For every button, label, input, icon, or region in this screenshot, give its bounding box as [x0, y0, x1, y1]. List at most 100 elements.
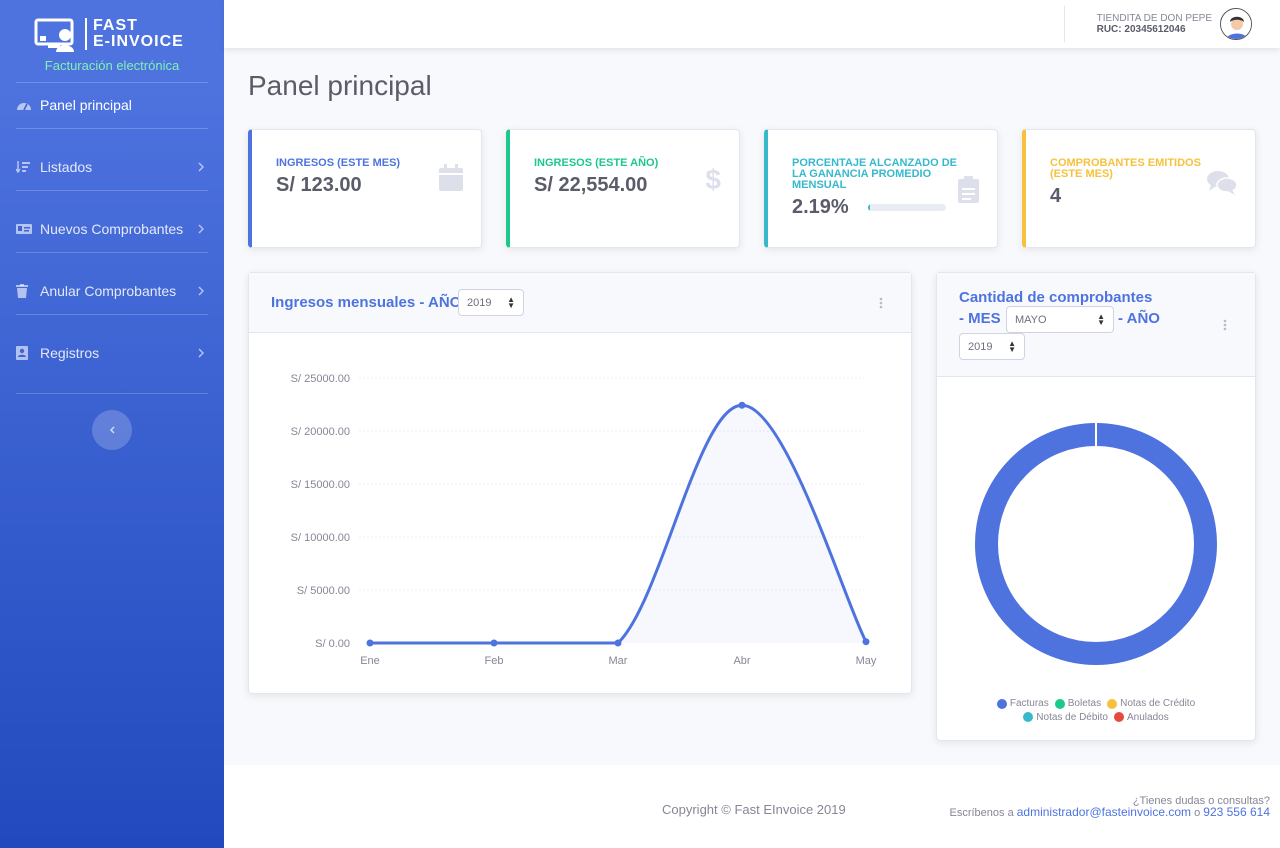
donut-title: Cantidad de comprobantes [959, 289, 1153, 306]
sidebar-divider [16, 190, 208, 191]
year-select[interactable]: 2019 ▲ ▼ [458, 289, 524, 316]
sidebar-item-registros[interactable]: Registros [16, 333, 208, 373]
brand-logo[interactable]: FAST E-INVOICE [34, 18, 194, 58]
x-tick-label: Abr [733, 655, 750, 667]
more-options-icon[interactable] [1223, 319, 1227, 331]
sidebar-item-nuevos-comprobantes[interactable]: Nuevos Comprobantes [16, 209, 208, 249]
stat-label: INGRESOS (ESTE AÑO) [534, 157, 659, 169]
data-point[interactable] [862, 638, 870, 646]
chart-title: Ingresos mensuales - AÑO [271, 294, 462, 311]
stat-card-ingresos-ano: INGRESOS (ESTE AÑO) S/ 22,554.00 $ [506, 129, 740, 248]
x-tick-label: Ene [360, 655, 380, 667]
address-book-icon [16, 346, 34, 360]
sidebar-item-listados[interactable]: Listados [16, 147, 208, 187]
series-line [370, 403, 868, 645]
progress-fill [868, 204, 870, 211]
brand-invoice-icon [34, 18, 74, 52]
page-title: Panel principal [248, 70, 432, 101]
chart-legend: Facturas Boletas Notas de Crédito Notas de… [937, 698, 1255, 725]
contact-email-link[interactable]: administrador@fasteinvoice.com [1016, 805, 1192, 819]
x-tick-label: Feb [485, 655, 504, 667]
stat-value: 4 [1050, 185, 1062, 207]
sidebar-item-label: Nuevos Comprobantes [40, 221, 184, 237]
area-fill [370, 405, 866, 643]
card-header: Ingresos mensuales - AÑO 2019 ▲ ▼ [249, 273, 911, 333]
sidebar-item-label: Panel principal [40, 97, 132, 113]
contact-or: o [1194, 807, 1201, 819]
stat-label: PORCENTAJE ALCANZADO DE LA GANANCIA PROM… [792, 157, 958, 191]
y-tick-label: S/ 10000.00 [291, 532, 350, 544]
y-tick-label: S/ 25000.00 [291, 373, 350, 385]
legend-item[interactable]: Notas de Crédito [1107, 698, 1195, 709]
sidebar-item-anular-comprobantes[interactable]: Anular Comprobantes [16, 271, 208, 311]
user-avatar-icon [1221, 9, 1251, 39]
id-card-icon [16, 223, 34, 235]
tachometer-icon [16, 99, 34, 111]
sidebar-divider [16, 128, 208, 129]
chevron-right-icon [198, 345, 205, 361]
month-select-value: MAYO [1015, 314, 1047, 326]
stat-label: INGRESOS (ESTE MES) [276, 157, 401, 169]
user-name: TIENDITA DE DON PEPE [1096, 13, 1212, 24]
sidebar-item-panel-principal[interactable]: Panel principal [16, 85, 208, 125]
dollar-icon: $ [705, 164, 721, 195]
data-point[interactable] [738, 401, 746, 409]
stat-value: S/ 22,554.00 [534, 174, 648, 196]
year-select[interactable]: 2019 ▲ ▼ [959, 333, 1025, 360]
avatar[interactable] [1220, 8, 1252, 40]
legend-item[interactable]: Notas de Débito [1023, 712, 1108, 723]
contact-question: ¿Tienes dudas o consultas? [1132, 795, 1270, 807]
brand-subtitle: Facturación electrónica [44, 58, 180, 73]
select-arrows-icon: ▲ ▼ [1008, 339, 1016, 354]
select-arrows-icon: ▲ ▼ [507, 295, 515, 310]
year-select-value: 2019 [968, 341, 993, 353]
copyright: Copyright © Fast EInvoice 2019 [662, 802, 846, 817]
stat-card-comprobantes: COMPROBANTES EMITIDOS (ESTE MES) 4 [1022, 129, 1256, 248]
x-tick-label: Mar [609, 655, 628, 667]
legend-item[interactable]: Anulados [1114, 712, 1169, 723]
sort-list-icon [16, 161, 34, 173]
more-options-icon[interactable] [879, 297, 883, 309]
sidebar-item-label: Registros [40, 345, 100, 361]
legend-item[interactable]: Boletas [1054, 698, 1101, 709]
chart-card-comprobantes: Cantidad de comprobantes - MES MAYO ▲ ▼ -… [936, 272, 1256, 741]
contact-phone-link[interactable]: 923 556 614 [1203, 805, 1270, 819]
clipboard-icon [958, 176, 979, 208]
stat-label: COMPROBANTES EMITIDOS (ESTE MES) [1050, 157, 1201, 180]
y-tick-label: S/ 0.00 [315, 638, 350, 650]
x-tick-label: May [856, 655, 877, 667]
month-select[interactable]: MAYO ▲ ▼ [1006, 306, 1114, 333]
contact-write: Escríbenos a [949, 807, 1014, 819]
donut-chart [975, 423, 1217, 665]
user-ruc: RUC: 20345612046 [1096, 24, 1186, 35]
stat-value: 2.19% [792, 196, 849, 218]
sidebar-divider [16, 252, 208, 253]
brand-name: FAST E-INVOICE [85, 18, 184, 50]
sidebar: FAST E-INVOICE Facturación electrónica Pa… [0, 0, 224, 848]
sidebar-toggle-button[interactable] [92, 410, 132, 450]
data-point[interactable] [614, 639, 622, 647]
donut-slice[interactable] [975, 423, 1217, 665]
y-tick-label: S/ 15000.00 [291, 479, 350, 491]
year-select-value: 2019 [467, 297, 492, 309]
contact-info: ¿Tienes dudas o consultas? Escríbenos a … [949, 796, 1270, 819]
sidebar-item-label: Listados [40, 159, 93, 175]
legend-item[interactable]: Facturas [996, 698, 1049, 709]
data-point[interactable] [366, 639, 374, 647]
chevron-right-icon [198, 283, 205, 299]
comments-icon [1207, 170, 1238, 201]
stat-card-porcentaje: PORCENTAJE ALCANZADO DE LA GANANCIA PROM… [764, 129, 998, 248]
progress-bar [868, 204, 946, 211]
chevron-right-icon [198, 159, 205, 175]
data-point[interactable] [490, 639, 498, 647]
stat-card-ingresos-mes: INGRESOS (ESTE MES) S/ 123.00 [248, 129, 482, 248]
donut-title-mes: - MES [959, 310, 1001, 327]
y-tick-label: S/ 20000.00 [291, 426, 350, 438]
topbar-divider [1064, 6, 1065, 42]
footer: Copyright © Fast EInvoice 2019 ¿Tienes d… [224, 765, 1280, 848]
legend-swatch [1023, 712, 1034, 722]
calendar-icon [439, 164, 463, 196]
user-info[interactable]: TIENDITA DE DON PEPE RUC: 20345612046 [1097, 13, 1212, 35]
stat-value: S/ 123.00 [276, 174, 362, 196]
legend-swatch [1054, 698, 1065, 709]
